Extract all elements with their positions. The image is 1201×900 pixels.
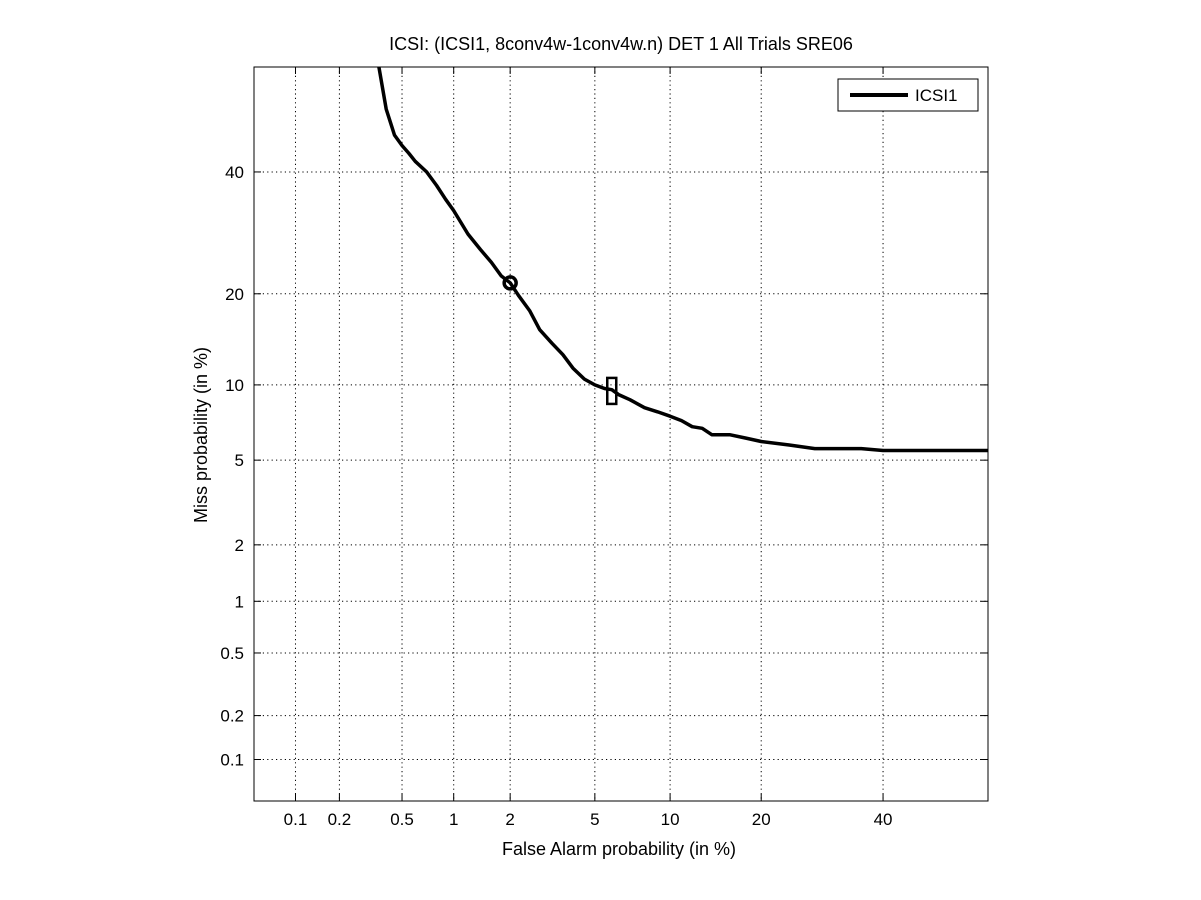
y-tick-label: 1 [235,592,244,611]
x-tick-label: 2 [505,810,514,829]
y-tick-label: 5 [235,451,244,470]
curve-layer [377,67,988,453]
det-curve-icsi1 [377,67,988,453]
y-tick-label: 2 [235,536,244,555]
grid-layer [254,67,988,801]
x-tick-label: 0.5 [390,810,414,829]
tick-layer: 0.1 0.2 0.5 1 2 5 10 20 40 0.1 0.2 0.5 1 2 5 10 20 40 [220,67,988,829]
y-tick-label: 0.5 [220,644,244,663]
x-tick-label: 0.1 [284,810,308,829]
y-tick-label: 20 [225,285,244,304]
x-tick-label: 20 [752,810,771,829]
x-tick-label: 10 [661,810,680,829]
y-tick-label: 40 [225,163,244,182]
y-axis-label: Miss probability (in %) [191,347,211,523]
y-tick-label: 10 [225,376,244,395]
x-axis-label: False Alarm probability (in %) [502,839,736,859]
y-tick-label: 0.2 [220,707,244,726]
min-dcf-marker [502,275,518,291]
chart-title: ICSI: (ICSI1, 8conv4w-1conv4w.n) DET 1 A… [389,34,853,54]
x-tick-label: 1 [449,810,458,829]
actual-dcf-marker [606,376,618,406]
x-tick-label: 40 [874,810,893,829]
legend: ICSI1 [837,78,979,112]
plot-frame [253,66,989,802]
x-tick-label: 5 [590,810,599,829]
legend-label-icsi1: ICSI1 [915,86,958,105]
x-tick-label: 0.2 [328,810,352,829]
y-tick-label: 0.1 [220,751,244,770]
